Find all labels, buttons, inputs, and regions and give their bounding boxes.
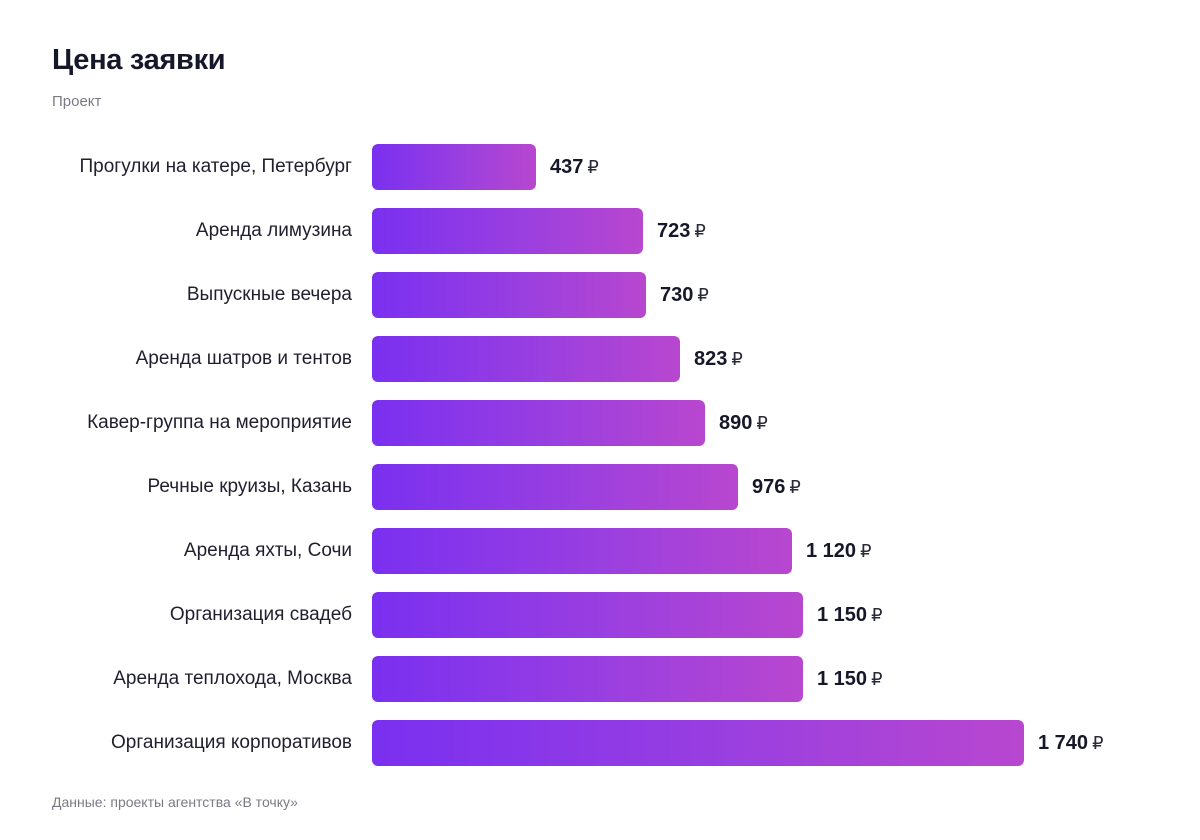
category-label: Прогулки на катере, Петербург [79,156,352,177]
category-label: Кавер-группа на мероприятие [87,412,352,433]
value-number: 976 [752,476,786,498]
category-label: Аренда теплохода, Москва [113,668,352,689]
currency-symbol: ₽ [1092,733,1104,753]
category-label: Аренда шатров и тентов [135,348,352,369]
value-label: 1 150 ₽ [817,592,883,638]
value-label: 823 ₽ [694,336,743,382]
currency-symbol: ₽ [860,541,872,561]
currency-symbol: ₽ [694,221,706,241]
value-label: 890 ₽ [719,400,768,446]
value-number: 823 [694,348,728,370]
value-number: 1 150 [817,668,868,690]
currency-symbol: ₽ [871,605,883,625]
value-number: 723 [657,220,691,242]
value-number: 890 [719,412,753,434]
bar [372,464,738,510]
value-number: 730 [660,284,694,306]
currency-symbol: ₽ [731,349,743,369]
chart-title: Цена заявки [52,44,226,76]
value-label: 976 ₽ [752,464,801,510]
chart-subtitle: Проект [52,93,102,110]
bar [372,144,536,190]
value-label: 1 740 ₽ [1038,720,1104,766]
value-label: 1 150 ₽ [817,656,883,702]
bar [372,592,803,638]
currency-symbol: ₽ [789,477,801,497]
currency-symbol: ₽ [756,413,768,433]
bar [372,272,646,318]
value-label: 1 120 ₽ [806,528,872,574]
category-label: Организация корпоративов [111,732,352,753]
category-label: Выпускные вечера [186,284,352,305]
value-number: 1 150 [817,604,868,626]
value-label: 723 ₽ [657,208,706,254]
bar [372,400,705,446]
bar [372,656,803,702]
value-label: 730 ₽ [660,272,709,318]
bar [372,528,792,574]
bar [372,720,1024,766]
currency-symbol: ₽ [871,669,883,689]
value-number: 437 [550,156,584,178]
category-label: Организация свадеб [169,604,352,625]
value-label: 437 ₽ [550,144,599,190]
category-label: Аренда лимузина [195,220,352,241]
currency-symbol: ₽ [697,285,709,305]
chart-source-note: Данные: проекты агентства «В точку» [52,794,298,810]
bar [372,208,643,254]
value-number: 1 740 [1038,732,1089,754]
category-label: Аренда яхты, Сочи [183,540,352,561]
bar [372,336,680,382]
value-number: 1 120 [806,540,857,562]
currency-symbol: ₽ [587,157,599,177]
category-label: Речные круизы, Казань [147,476,352,497]
